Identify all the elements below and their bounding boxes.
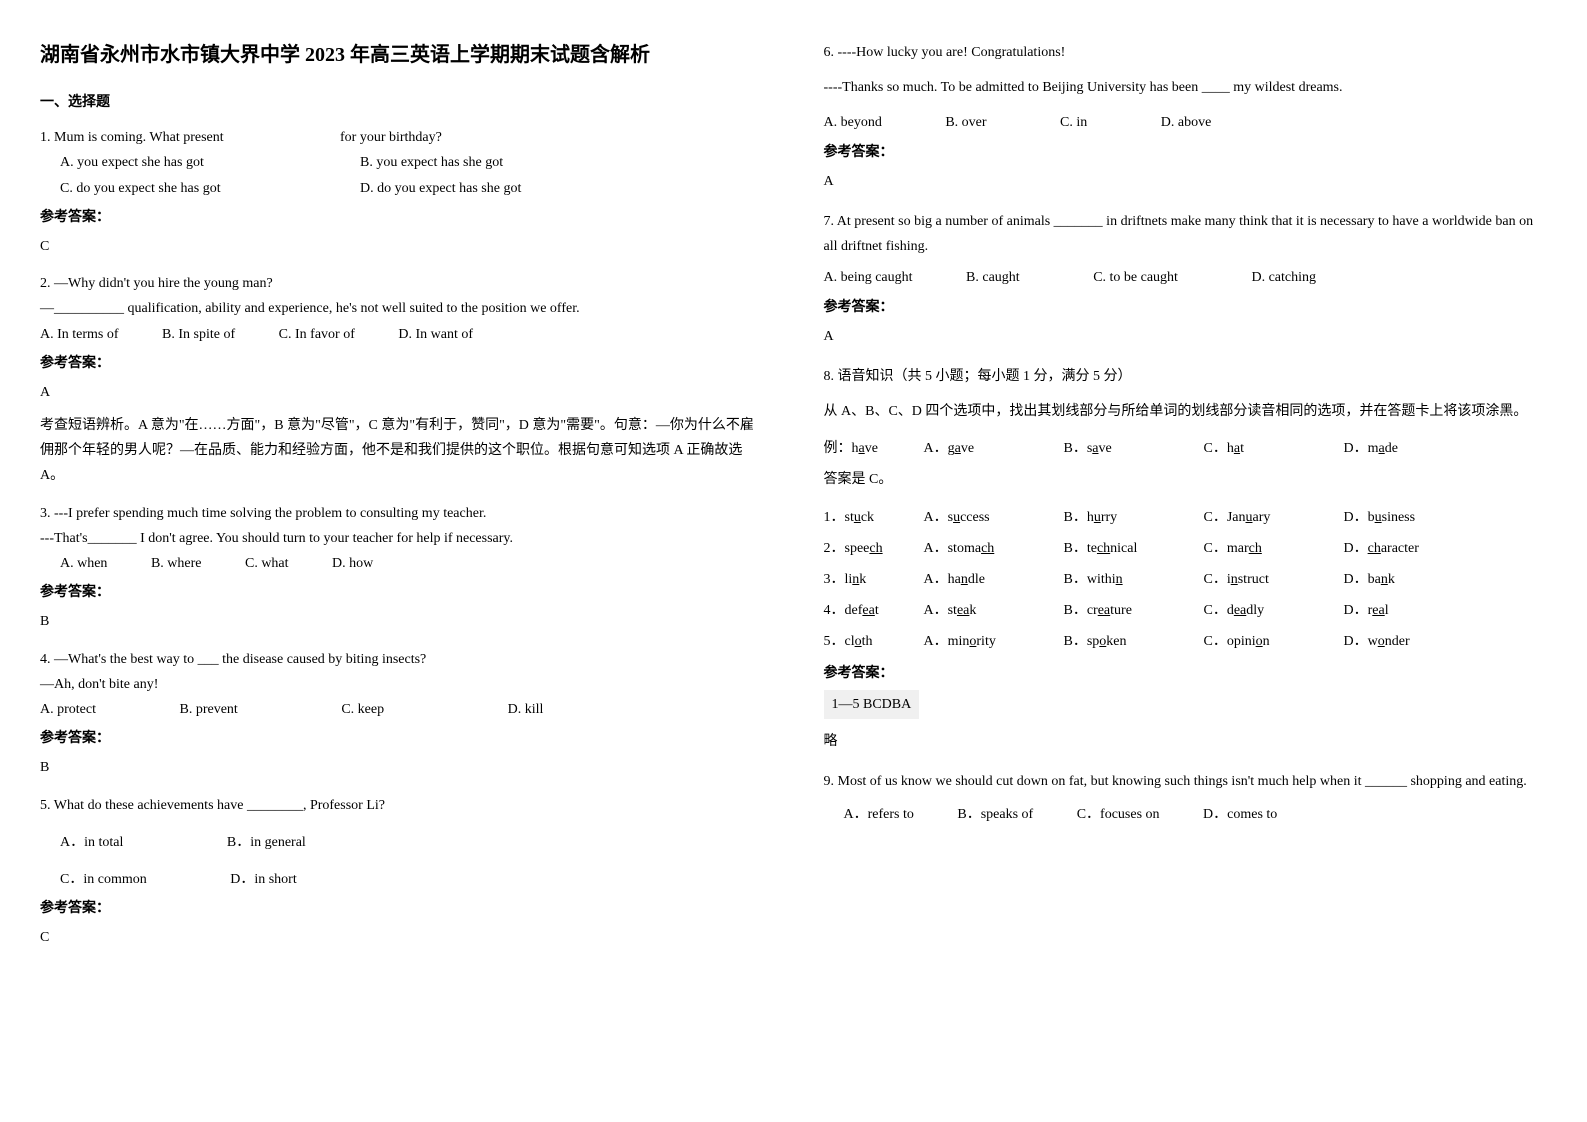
q8-ex-C: C．h	[1204, 441, 1234, 456]
q5-stem: 5. What do these achievements have _____…	[40, 793, 764, 818]
q6-optC: C. in	[1060, 110, 1087, 135]
q2-line2: —__________ qualification, ability and e…	[40, 296, 764, 321]
q8-example: 例：have A．gave B．save C．hat D．made	[824, 436, 1548, 461]
q1-optD: D. do you expect has she got	[360, 176, 521, 201]
q8-row-3: 3．linkA．handleB．withinC．instructD．bank	[824, 567, 1548, 592]
q2-optD: D. In want of	[398, 322, 473, 347]
q3-answer-label: 参考答案：	[40, 580, 764, 605]
q4-optD: D. kill	[508, 697, 544, 722]
question-2: 2. —Why didn't you hire the young man? —…	[40, 271, 764, 489]
q4-line2: —Ah, don't bite any!	[40, 672, 764, 697]
question-1: 1. Mum is coming. What present for your …	[40, 125, 764, 259]
q2-optC: C. In favor of	[279, 322, 355, 347]
q8-example-answer: 答案是 C。	[824, 467, 1548, 492]
q8-ex-end: ve	[865, 441, 878, 456]
q3-optB: B. where	[151, 551, 202, 576]
q4-answer-label: 参考答案：	[40, 726, 764, 751]
q3-optC: C. what	[245, 551, 289, 576]
exam-page: 湖南省永州市水市镇大界中学 2023 年高三英语上学期期末试题含解析 一、选择题…	[40, 40, 1547, 962]
q8-row-2: 2．speechA．stomachB．technicalC．marchD．cha…	[824, 536, 1548, 561]
q8-row-4: 4．defeatA．steakB．creatureC．deadlyD．real	[824, 598, 1548, 623]
q6-answer: A	[824, 169, 1548, 194]
section-heading: 一、选择题	[40, 90, 764, 115]
q2-answer: A	[40, 380, 764, 405]
q7-answer: A	[824, 324, 1548, 349]
q7-optA: A. being caught	[824, 265, 913, 290]
q9-optA: A．refers to	[844, 802, 914, 827]
q8-answer-box: 1—5 BCDBA	[824, 690, 920, 719]
q1-answer-label: 参考答案：	[40, 205, 764, 230]
q2-optB: B. In spite of	[162, 322, 235, 347]
question-5: 5. What do these achievements have _____…	[40, 793, 764, 951]
q3-line1: 3. ---I prefer spending much time solvin…	[40, 501, 764, 526]
q8-row-5: 5．clothA．minorityB．spokenC．opinionD．wond…	[824, 629, 1548, 654]
q5-answer-label: 参考答案：	[40, 896, 764, 921]
q2-explanation: 考查短语辨析。A 意为"在……方面"，B 意为"尽管"，C 意为"有利于，赞同"…	[40, 413, 764, 489]
q7-stem: 7. At present so big a number of animals…	[824, 209, 1548, 259]
q4-optA: A. protect	[40, 697, 96, 722]
question-4: 4. —What's the best way to ___ the disea…	[40, 647, 764, 781]
q3-answer: B	[40, 609, 764, 634]
q1-optC: C. do you expect she has got	[60, 176, 360, 201]
right-column: 6. ----How lucky you are! Congratulation…	[824, 40, 1548, 962]
q2-answer-label: 参考答案：	[40, 351, 764, 376]
q9-stem: 9. Most of us know we should cut down on…	[824, 769, 1548, 794]
q5-optB: B．in general	[227, 830, 306, 855]
q1-stem2: for your birthday?	[340, 125, 442, 150]
q1-optA: A. you expect she has got	[60, 150, 360, 175]
q8-ex-Be: ve	[1099, 441, 1112, 456]
q5-answer: C	[40, 925, 764, 950]
q2-optA: A. In terms of	[40, 322, 119, 347]
question-9: 9. Most of us know we should cut down on…	[824, 769, 1548, 827]
q4-line1: 4. —What's the best way to ___ the disea…	[40, 647, 764, 672]
q1-stem1: 1. Mum is coming. What present	[40, 125, 340, 150]
q5-optC: C．in common	[60, 867, 147, 892]
q1-answer: C	[40, 234, 764, 259]
q7-answer-label: 参考答案：	[824, 295, 1548, 320]
question-7: 7. At present so big a number of animals…	[824, 209, 1548, 349]
q8-instruction: 从 A、B、C、D 四个选项中，找出其划线部分与所给单词的划线部分读音相同的选项…	[824, 399, 1548, 424]
q8-ex-label: 例：h	[824, 441, 859, 456]
q6-optD: D. above	[1161, 110, 1212, 135]
q4-optC: C. keep	[341, 697, 384, 722]
q8-row-1: 1．stuckA．successB．hurryC．JanuaryD．busine…	[824, 505, 1548, 530]
q6-answer-label: 参考答案：	[824, 140, 1548, 165]
q8-ex-Ae: ve	[961, 441, 974, 456]
q6-line2: ----Thanks so much. To be admitted to Be…	[824, 75, 1548, 100]
q6-optA: A. beyond	[824, 110, 882, 135]
q5-optD: D．in short	[230, 867, 297, 892]
q7-optC: C. to be caught	[1093, 265, 1178, 290]
q3-line2: ---That's_______ I don't agree. You shou…	[40, 526, 764, 551]
q1-optB: B. you expect has she got	[360, 150, 503, 175]
q2-line1: 2. —Why didn't you hire the young man?	[40, 271, 764, 296]
q3-optA: A. when	[60, 551, 107, 576]
q6-optB: B. over	[945, 110, 986, 135]
q5-optA: A．in total	[60, 830, 123, 855]
q8-ex-Ce: t	[1240, 441, 1244, 456]
q8-rows: 1．stuckA．successB．hurryC．JanuaryD．busine…	[824, 505, 1548, 655]
q8-ex-B: B．s	[1064, 441, 1093, 456]
q8-note: 略	[824, 729, 1548, 754]
question-6: 6. ----How lucky you are! Congratulation…	[824, 40, 1548, 194]
question-8: 8. 语音知识（共 5 小题；每小题 1 分，满分 5 分） 从 A、B、C、D…	[824, 364, 1548, 754]
q7-optB: B. caught	[966, 265, 1020, 290]
left-column: 湖南省永州市水市镇大界中学 2023 年高三英语上学期期末试题含解析 一、选择题…	[40, 40, 764, 962]
q4-optB: B. prevent	[179, 697, 237, 722]
q7-optD: D. catching	[1251, 265, 1316, 290]
q9-optD: D．comes to	[1203, 802, 1277, 827]
question-3: 3. ---I prefer spending much time solvin…	[40, 501, 764, 635]
q4-answer: B	[40, 755, 764, 780]
q8-ex-De: de	[1385, 441, 1398, 456]
q8-answer-label: 参考答案：	[824, 661, 1548, 686]
q8-heading: 8. 语音知识（共 5 小题；每小题 1 分，满分 5 分）	[824, 364, 1548, 389]
q8-ex-D: D．m	[1344, 441, 1379, 456]
q8-ex-A: A．g	[924, 441, 955, 456]
q9-optC: C．focuses on	[1077, 802, 1160, 827]
exam-title: 湖南省永州市水市镇大界中学 2023 年高三英语上学期期末试题含解析	[40, 40, 764, 70]
q6-line1: 6. ----How lucky you are! Congratulation…	[824, 40, 1548, 65]
q3-optD: D. how	[332, 551, 373, 576]
q9-optB: B．speaks of	[957, 802, 1033, 827]
